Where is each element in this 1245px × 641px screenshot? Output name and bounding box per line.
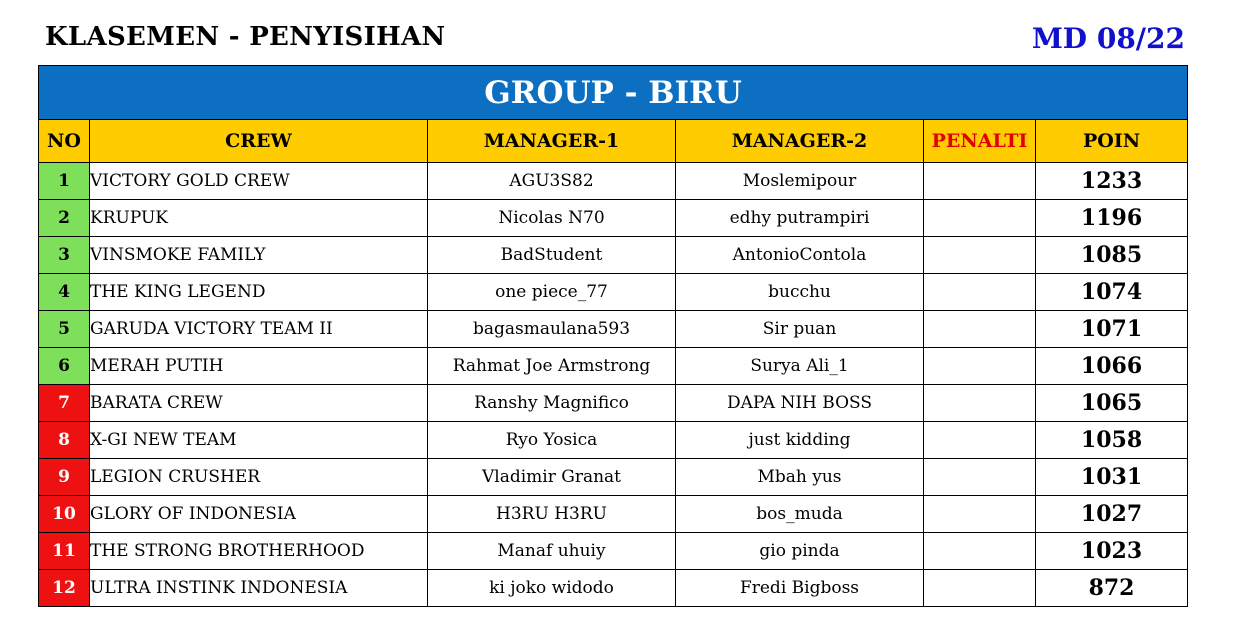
crew-name-cell: THE KING LEGEND (89, 273, 428, 311)
manager-1-cell: Nicolas N70 (427, 199, 676, 237)
penalty-cell (923, 310, 1036, 348)
matchday-label: MD 08/22 (1031, 22, 1185, 55)
manager-1-cell: Vladimir Granat (427, 458, 676, 496)
table-row: 2 KRUPUK Nicolas N70 edhy putrampiri 1196 (38, 199, 1189, 237)
rank-cell: 11 (38, 532, 90, 570)
penalty-cell (923, 532, 1036, 570)
crew-name-cell: GARUDA VICTORY TEAM II (89, 310, 428, 348)
manager-2-cell: edhy putrampiri (675, 199, 924, 237)
column-header-crew: CREW (89, 119, 428, 163)
table-row: 9 LEGION CRUSHER Vladimir Granat Mbah yus 10… (38, 458, 1189, 496)
points-cell: 1027 (1034, 495, 1189, 533)
points-cell: 1023 (1034, 532, 1189, 570)
table-row: 3 VINSMOKE FAMILY BadStudent AntonioContola… (38, 236, 1189, 274)
manager-2-cell: bos_muda (675, 495, 924, 533)
crew-name-cell: X-GI NEW TEAM (89, 421, 428, 459)
manager-2-cell: AntonioContola (675, 236, 924, 274)
penalty-cell (923, 273, 1036, 311)
manager-1-cell: AGU3S82 (427, 162, 676, 200)
penalty-cell (923, 347, 1036, 385)
crew-name-cell: LEGION CRUSHER (89, 458, 428, 496)
table-row: 5 GARUDA VICTORY TEAM II bagasmaulana593 Si… (38, 310, 1189, 348)
crew-name-cell: VINSMOKE FAMILY (89, 236, 428, 274)
manager-1-cell: H3RU H3RU (427, 495, 676, 533)
table-row: 6 MERAH PUTIH Rahmat Joe Armstrong Surya Al… (38, 347, 1189, 385)
rank-cell: 6 (38, 347, 90, 385)
manager-1-cell: one piece_77 (427, 273, 676, 311)
crew-name-cell: THE STRONG BROTHERHOOD (89, 532, 428, 570)
points-cell: 1196 (1034, 199, 1189, 237)
penalty-cell (923, 495, 1036, 533)
manager-1-cell: Manaf uhuiy (427, 532, 676, 570)
crew-name-cell: KRUPUK (89, 199, 428, 237)
points-cell: 1074 (1034, 273, 1189, 311)
table-row: 11 THE STRONG BROTHERHOOD Manaf uhuiy gio p… (38, 532, 1189, 570)
manager-2-cell: Moslemipour (675, 162, 924, 200)
table-row: 1 VICTORY GOLD CREW AGU3S82 Moslemipour 1233 (38, 162, 1189, 200)
rank-cell: 3 (38, 236, 90, 274)
manager-2-cell: Surya Ali_1 (675, 347, 924, 385)
manager-1-cell: Ranshy Magnifico (427, 384, 676, 422)
group-title: GROUP - BIRU (37, 65, 1189, 120)
penalty-cell (923, 199, 1036, 237)
column-header-no: NO (38, 119, 90, 163)
group-header-row: GROUP - BIRU (37, 65, 1189, 120)
manager-2-cell: Fredi Bigboss (675, 569, 924, 607)
table-row: 4 THE KING LEGEND one piece_77 bucchu 1074 (38, 273, 1189, 311)
manager-1-cell: Rahmat Joe Armstrong (427, 347, 676, 385)
manager-1-cell: BadStudent (427, 236, 676, 274)
points-cell: 1058 (1034, 421, 1189, 459)
points-cell: 1071 (1034, 310, 1189, 348)
penalty-cell (923, 458, 1036, 496)
standings-body: 1 VICTORY GOLD CREW AGU3S82 Moslemipour 1233… (38, 162, 1189, 607)
penalty-cell (923, 162, 1036, 200)
rank-cell: 10 (38, 495, 90, 533)
manager-2-cell: Sir puan (675, 310, 924, 348)
manager-1-cell: bagasmaulana593 (427, 310, 676, 348)
manager-2-cell: gio pinda (675, 532, 924, 570)
crew-name-cell: GLORY OF INDONESIA (89, 495, 428, 533)
points-cell: 1066 (1034, 347, 1189, 385)
rank-cell: 1 (38, 162, 90, 200)
crew-name-cell: BARATA CREW (89, 384, 428, 422)
table-row: 8 X-GI NEW TEAM Ryo Yosica just kidding 1058 (38, 421, 1189, 459)
manager-2-cell: bucchu (675, 273, 924, 311)
standings-table: GROUP - BIRU NO CREW MANAGER-1 MANAGER-2… (37, 65, 1189, 607)
rank-cell: 9 (38, 458, 90, 496)
points-cell: 1031 (1034, 458, 1189, 496)
rank-cell: 2 (38, 199, 90, 237)
manager-1-cell: ki joko widodo (427, 569, 676, 607)
manager-2-cell: just kidding (675, 421, 924, 459)
penalty-cell (923, 236, 1036, 274)
manager-1-cell: Ryo Yosica (427, 421, 676, 459)
penalty-cell (923, 384, 1036, 422)
column-header-row: NO CREW MANAGER-1 MANAGER-2 PENALTI POIN (38, 119, 1189, 163)
page-title: KLASEMEN - PENYISIHAN (45, 22, 446, 52)
crew-name-cell: ULTRA INSTINK INDONESIA (89, 569, 428, 607)
column-header-points: POIN (1034, 119, 1189, 163)
points-cell: 872 (1034, 569, 1189, 607)
crew-name-cell: VICTORY GOLD CREW (89, 162, 428, 200)
points-cell: 1085 (1034, 236, 1189, 274)
table-row: 12 ULTRA INSTINK INDONESIA ki joko widodo F… (38, 569, 1189, 607)
rank-cell: 5 (38, 310, 90, 348)
manager-2-cell: DAPA NIH BOSS (675, 384, 924, 422)
manager-2-cell: Mbah yus (675, 458, 924, 496)
penalty-cell (923, 569, 1036, 607)
points-cell: 1065 (1034, 384, 1189, 422)
rank-cell: 12 (38, 569, 90, 607)
points-cell: 1233 (1034, 162, 1189, 200)
column-header-manager-1: MANAGER-1 (427, 119, 676, 163)
table-row: 7 BARATA CREW Ranshy Magnifico DAPA NIH BOS… (38, 384, 1189, 422)
rank-cell: 8 (38, 421, 90, 459)
penalty-cell (923, 421, 1036, 459)
table-row: 10 GLORY OF INDONESIA H3RU H3RU bos_muda 102… (38, 495, 1189, 533)
crew-name-cell: MERAH PUTIH (89, 347, 428, 385)
rank-cell: 4 (38, 273, 90, 311)
column-header-manager-2: MANAGER-2 (675, 119, 924, 163)
rank-cell: 7 (38, 384, 90, 422)
column-header-penalty: PENALTI (923, 119, 1036, 163)
